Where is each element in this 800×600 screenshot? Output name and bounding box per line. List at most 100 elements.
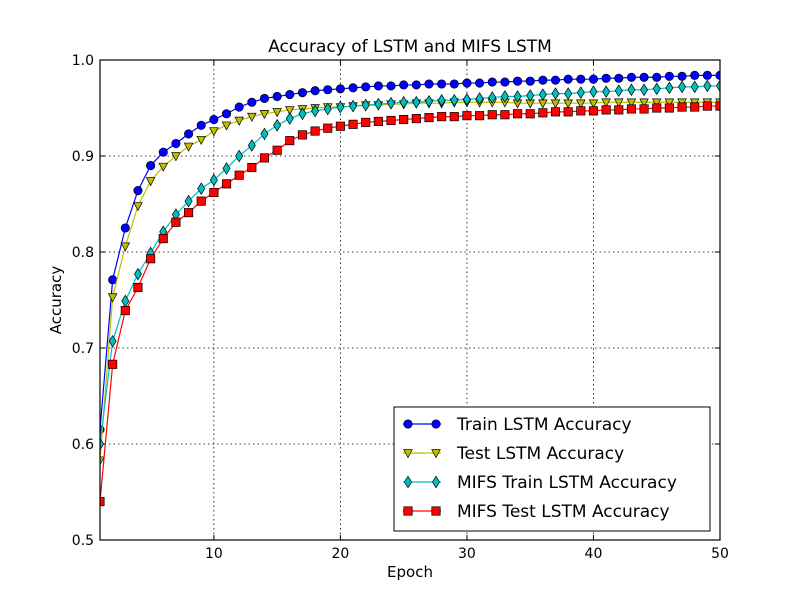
x-tick-label: 20: [331, 546, 349, 562]
y-tick-label: 1.0: [72, 53, 94, 69]
data-point: [259, 93, 270, 103]
data-point: [462, 111, 472, 121]
data-point: [311, 104, 320, 118]
data-point: [462, 78, 472, 88]
data-point: [677, 102, 687, 112]
data-point: [209, 173, 218, 187]
data-point: [716, 79, 720, 93]
data-point: [209, 187, 219, 198]
data-point: [247, 162, 257, 173]
data-point: [702, 70, 712, 80]
data-point: [475, 111, 485, 121]
data-point: [285, 106, 295, 116]
data-point: [108, 334, 117, 348]
data-point: [449, 112, 459, 122]
x-axis-title: Epoch: [387, 563, 433, 581]
data-point: [614, 73, 624, 83]
data-point: [639, 104, 649, 114]
data-point: [437, 93, 446, 107]
data-point: [349, 99, 358, 113]
data-point: [588, 106, 599, 116]
data-point: [171, 217, 181, 227]
data-point: [373, 81, 383, 91]
data-point: [690, 102, 700, 112]
data-point: [247, 112, 257, 123]
data-point: [108, 275, 118, 285]
x-tick-label: 50: [711, 546, 729, 562]
legend-marker: [403, 506, 413, 516]
data-point: [475, 78, 485, 88]
data-point: [197, 182, 206, 195]
data-point: [285, 136, 295, 146]
data-point: [171, 152, 181, 162]
data-point: [285, 90, 295, 100]
data-point: [100, 456, 105, 466]
data-point: [602, 85, 611, 99]
data-point: [652, 72, 662, 82]
data-point: [399, 95, 408, 109]
data-point: [247, 139, 256, 152]
data-point: [184, 129, 194, 139]
data-point: [374, 97, 383, 111]
data-point: [107, 293, 118, 303]
legend-label: MIFS Test LSTM Accuracy: [457, 502, 670, 522]
data-point: [108, 359, 118, 369]
data-point: [234, 170, 244, 180]
data-point: [664, 71, 674, 81]
data-point: [146, 161, 156, 171]
data-point: [361, 117, 371, 127]
data-point: [424, 94, 433, 108]
legend-marker: [431, 419, 441, 429]
data-point: [538, 108, 548, 118]
data-point: [640, 83, 649, 97]
data-point: [677, 71, 687, 81]
legend-marker: [431, 449, 441, 459]
x-tick-label: 10: [205, 546, 223, 562]
data-point: [158, 147, 168, 157]
data-point: [386, 81, 396, 91]
data-point: [588, 74, 599, 84]
legend-label: Test LSTM Accuracy: [456, 444, 624, 464]
data-point: [183, 142, 194, 152]
data-point: [298, 107, 307, 121]
plot-area: 10 20 30 40 50 0.5 0.6 0.7 0.8 0.9 1.0: [72, 53, 729, 562]
data-point: [234, 116, 244, 126]
data-point: [272, 108, 282, 118]
y-tick-label: 0.8: [72, 245, 94, 261]
data-point: [551, 87, 560, 100]
data-point: [513, 90, 522, 103]
data-point: [613, 98, 624, 108]
data-point: [323, 123, 333, 133]
legend-marker: [431, 506, 441, 516]
data-point: [411, 80, 421, 90]
data-point: [424, 79, 434, 89]
data-point: [500, 110, 510, 120]
legend-box: [393, 406, 711, 532]
data-point: [335, 121, 345, 131]
data-point: [247, 97, 257, 107]
data-point: [221, 121, 232, 131]
data-point: [361, 82, 371, 92]
axes-frame: [99, 59, 721, 541]
data-point: [702, 101, 712, 111]
data-point: [564, 87, 573, 100]
data-point: [386, 115, 396, 126]
series-3: [100, 79, 720, 451]
data-point: [487, 77, 497, 87]
x-tick-label: 40: [585, 546, 603, 562]
data-point: [348, 83, 358, 93]
data-point: [601, 105, 611, 115]
data-point: [690, 80, 699, 94]
data-point: [588, 99, 599, 109]
data-point: [221, 179, 232, 189]
legend-item: Test LSTM Accuracy: [403, 444, 624, 464]
series-4: [100, 101, 720, 507]
data-point: [171, 138, 181, 149]
data-point: [639, 98, 649, 108]
data-point: [652, 82, 661, 96]
data-point: [120, 223, 130, 233]
data-point: [664, 103, 674, 113]
data-point: [272, 145, 282, 155]
data-point: [411, 114, 421, 124]
data-point: [273, 118, 282, 132]
